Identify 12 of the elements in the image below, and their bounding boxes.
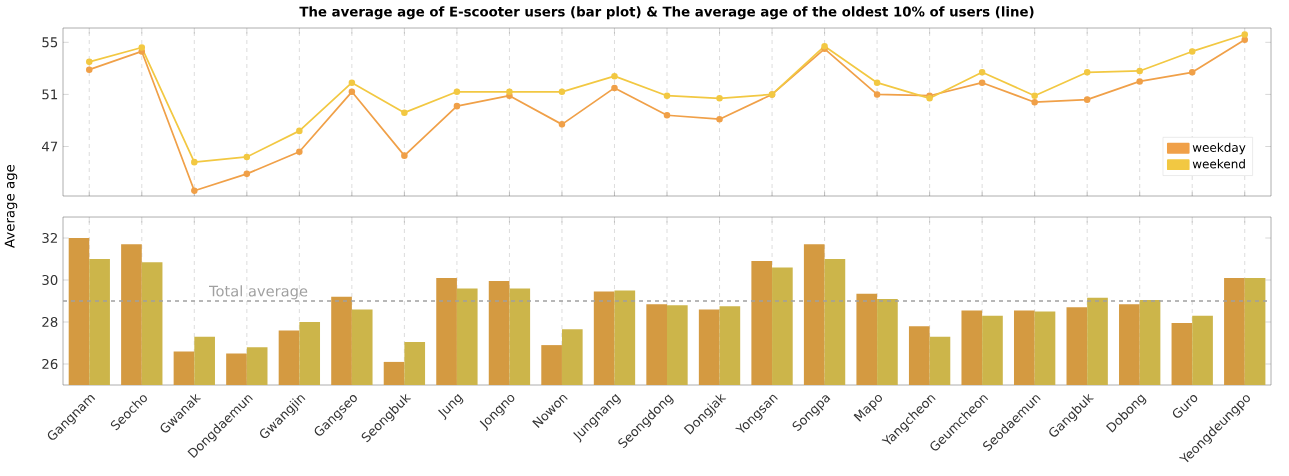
y-tick-label: 47 <box>41 141 58 152</box>
chart-title: The average age of E-scooter users (bar plot) & The average age of the oldest 10% of users (line) <box>299 6 1034 20</box>
y-tick-label: 28 <box>42 316 58 328</box>
legend-label: weekday <box>1192 142 1246 155</box>
y-tick-label: 26 <box>42 358 58 370</box>
y-tick-label: 51 <box>42 89 58 100</box>
y-tick-label: 32 <box>42 232 57 244</box>
y-tick-label: 30 <box>42 274 58 286</box>
legend-label: weekend <box>1192 159 1245 169</box>
y-axis-title: Average age <box>4 164 18 248</box>
ref-line-label: Total average <box>209 285 308 300</box>
y-tick-label: 55 <box>42 37 58 48</box>
